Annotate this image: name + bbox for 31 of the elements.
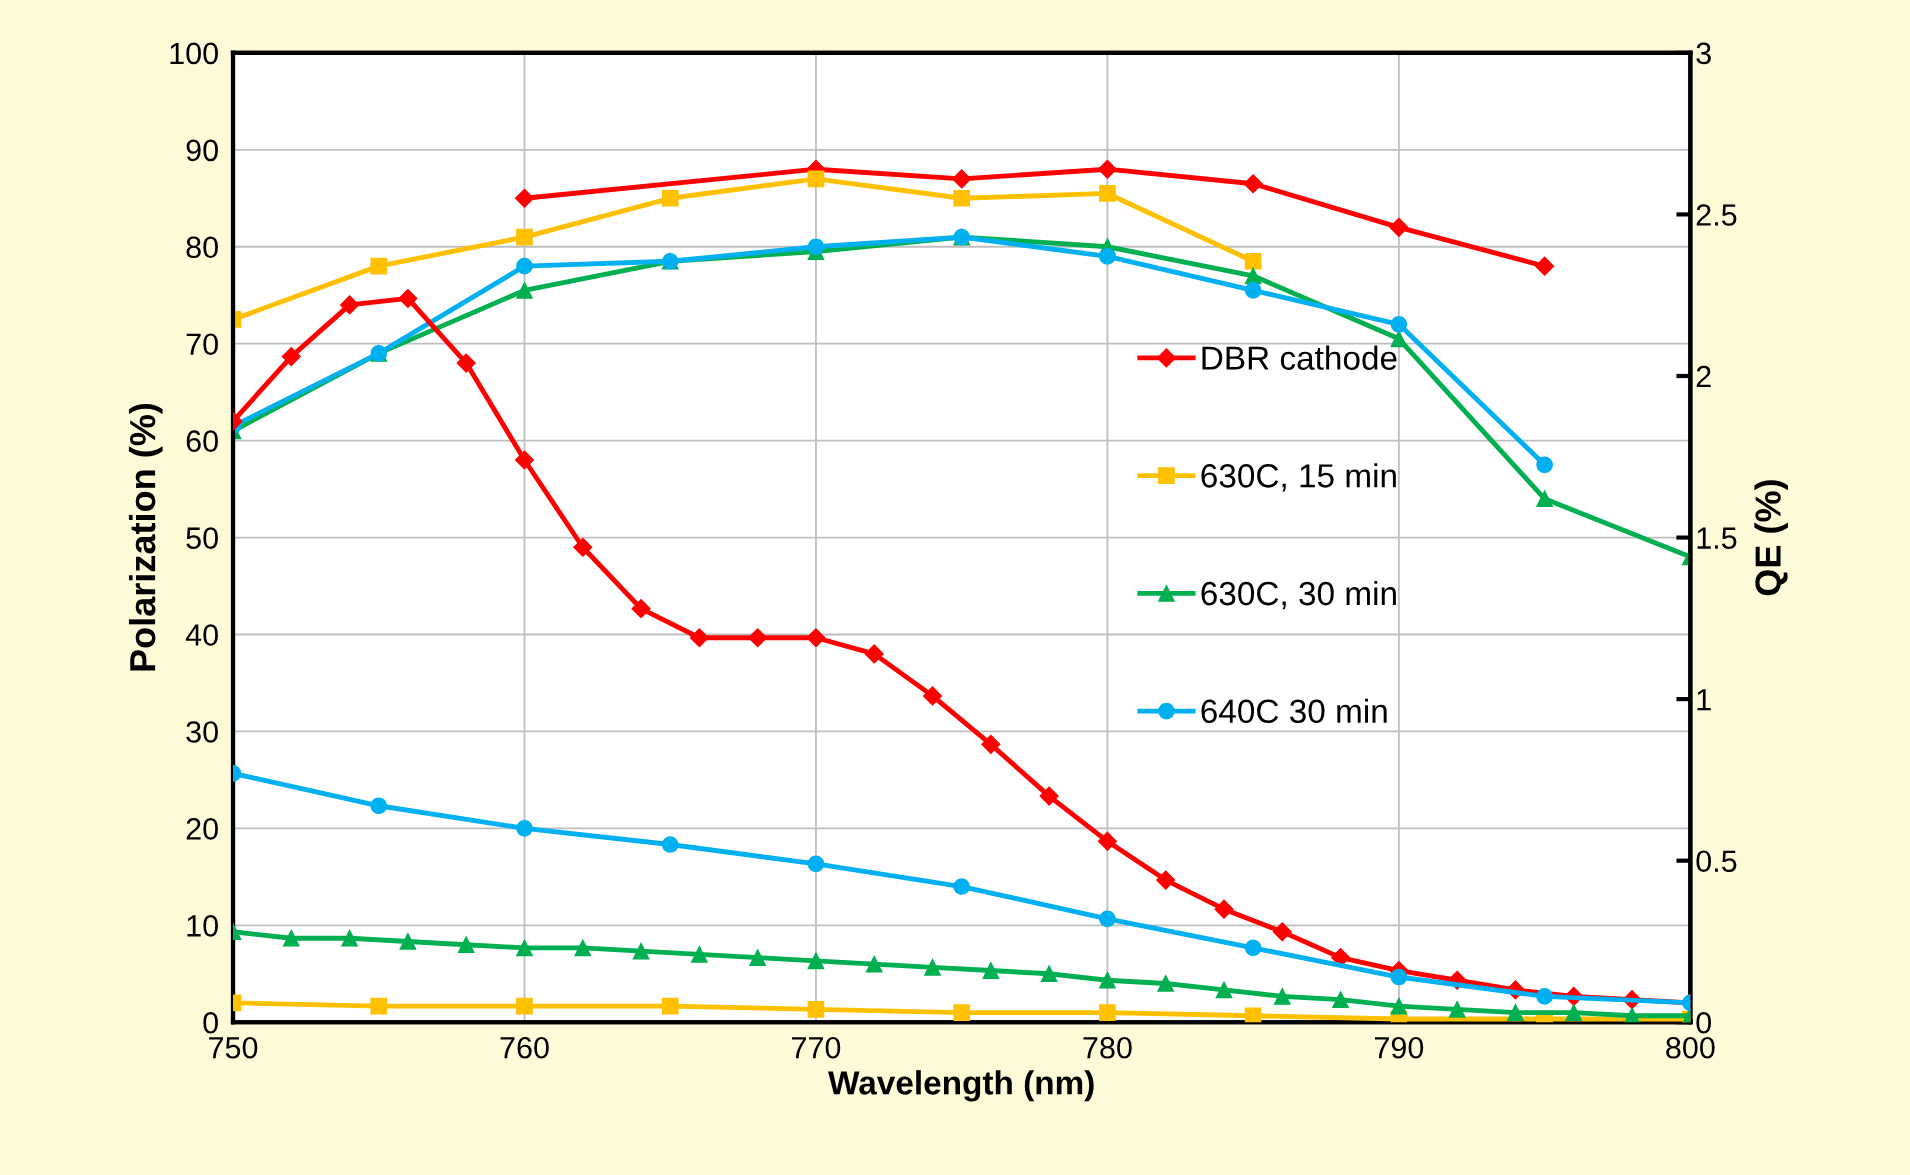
y-tick-label: 100 <box>170 42 218 65</box>
y-tick-label: 60 <box>186 430 218 452</box>
y-tick-label: 50 <box>186 527 218 549</box>
y-tick-label: 20 <box>186 818 218 840</box>
legend-label: 640C 30 min <box>1201 698 1387 724</box>
y2-tick-label: 3 <box>1696 42 1711 65</box>
y2-tick-label: 1 <box>1697 689 1711 711</box>
y-axis-title: Polarization (%) <box>128 403 163 671</box>
x-tick-label: 780 <box>1083 1036 1132 1059</box>
legend-label: 630C, 30 min <box>1201 580 1396 610</box>
x-tick-label: 750 <box>209 1036 258 1059</box>
x-tick-label: 760 <box>500 1036 549 1059</box>
x-tick-label: 770 <box>792 1036 841 1059</box>
y-tick-label: 0 <box>203 1011 218 1034</box>
legend-label: DBR cathode <box>1202 345 1397 370</box>
x-axis-title: Wavelength (nm) <box>828 1070 1094 1102</box>
y2-tick-label: 0 <box>1696 1011 1712 1034</box>
y2-tick-label: 2 <box>1696 365 1711 388</box>
y2-axis-title: QE (%) <box>1754 480 1789 596</box>
x-tick-label: 800 <box>1666 1036 1715 1059</box>
legend-label: 630C, 15 min <box>1201 463 1396 492</box>
y2-tick-label: 2.5 <box>1696 204 1737 226</box>
y-tick-label: 30 <box>186 721 218 743</box>
y-tick-label: 70 <box>186 333 218 356</box>
y2-tick-label: 1.5 <box>1697 527 1737 549</box>
y-tick-label: 10 <box>187 915 218 937</box>
y2-tick-label: 0.5 <box>1696 850 1737 873</box>
y-tick-label: 80 <box>186 236 218 259</box>
y-tick-label: 90 <box>186 139 218 162</box>
y-tick-label: 40 <box>185 624 218 646</box>
x-tick-label: 790 <box>1374 1036 1424 1059</box>
